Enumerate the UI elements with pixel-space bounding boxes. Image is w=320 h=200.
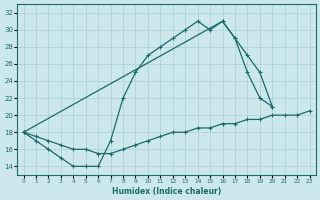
X-axis label: Humidex (Indice chaleur): Humidex (Indice chaleur) (112, 187, 221, 196)
